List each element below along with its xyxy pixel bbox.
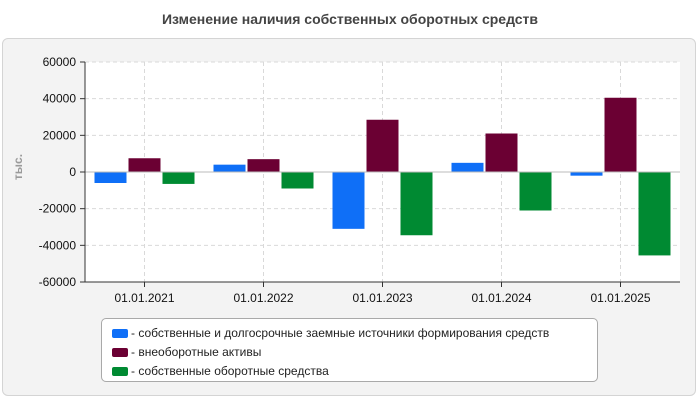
legend-item: - внеоборотные активы (112, 343, 597, 362)
bar (247, 159, 280, 172)
bars-group (94, 97, 671, 256)
bar (213, 164, 246, 172)
bar (94, 172, 127, 183)
y-tick-label: -40000 (39, 238, 77, 252)
x-tick-label: 01.01.2022 (233, 291, 293, 305)
x-axis: 01.01.2021 01.01.2022 01.01.2023 01.01.2024… (85, 281, 680, 305)
legend-prefix: - (131, 326, 135, 340)
bar (485, 133, 518, 172)
chart-title: Изменение наличия собственных оборотных … (161, 11, 539, 27)
y-tick-label: 20000 (43, 128, 77, 142)
legend-label: внеоборотные активы (138, 345, 262, 359)
x-tick-label: 01.01.2021 (114, 291, 174, 305)
legend: - собственные и долгосрочные заемные ист… (101, 318, 598, 382)
y-tick-label: -60000 (39, 275, 77, 289)
legend-label: собственные и долгосрочные заемные источ… (138, 326, 550, 340)
bar (519, 172, 552, 211)
legend-label: собственные оборотные средства (138, 364, 329, 378)
legend-prefix: - (131, 364, 135, 378)
bar (400, 172, 433, 236)
bar (604, 97, 637, 172)
y-tick-label: 60000 (43, 55, 77, 69)
legend-item: - собственные и долгосрочные заемные ист… (112, 324, 597, 343)
legend-swatch (112, 348, 128, 357)
y-tick-label: -20000 (39, 202, 77, 216)
y-axis-label: тыс. (11, 154, 25, 180)
bar (570, 172, 603, 176)
legend-prefix: - (131, 345, 135, 359)
legend-item: - собственные оборотные средства (112, 362, 597, 381)
legend-swatch (112, 367, 128, 376)
bar (162, 172, 195, 184)
bar (451, 162, 484, 172)
bar (332, 172, 365, 229)
y-tick-label: 40000 (43, 92, 77, 106)
bar (366, 119, 399, 172)
x-tick-label: 01.01.2024 (471, 291, 531, 305)
y-tick-label: 0 (69, 165, 76, 179)
legend-swatch (112, 329, 128, 338)
x-tick-label: 01.01.2025 (590, 291, 650, 305)
bar (128, 158, 161, 172)
bar (281, 172, 314, 189)
x-tick-label: 01.01.2023 (352, 291, 412, 305)
bar (638, 172, 671, 256)
y-axis: 60000 40000 20000 0 -20000 -40000 -60000 (39, 55, 680, 289)
